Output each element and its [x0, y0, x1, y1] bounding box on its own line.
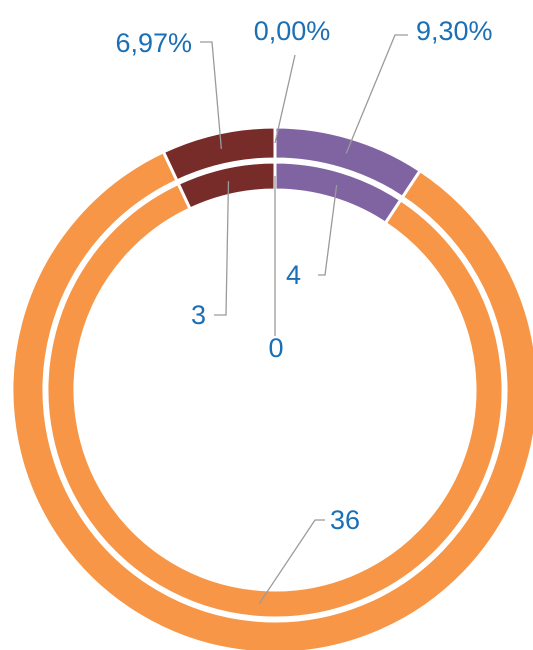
leader-line	[345, 34, 408, 154]
leader-line	[258, 519, 325, 604]
data-label: 9,30%	[416, 16, 493, 46]
data-label: 4	[286, 260, 301, 290]
data-label: 0,00%	[254, 16, 331, 46]
leader-line	[318, 184, 338, 276]
donut-segment	[45, 181, 505, 620]
donut-segment	[10, 149, 533, 650]
data-label: 6,97%	[115, 28, 192, 58]
leader-line	[214, 181, 230, 316]
data-label: 36	[330, 505, 360, 535]
leader-line	[200, 41, 222, 149]
data-label: 3	[191, 300, 206, 330]
leader-line	[274, 54, 296, 144]
data-label: 0	[268, 333, 283, 363]
